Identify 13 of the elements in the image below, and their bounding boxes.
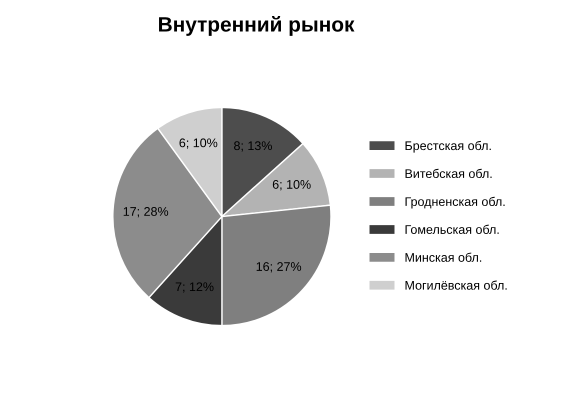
- data-label: 6; 10%: [179, 138, 218, 149]
- legend-label: Брестская обл.: [406, 140, 491, 153]
- legend-label: Гродненская обл.: [406, 196, 505, 209]
- data-label: 16; 27%: [256, 262, 302, 272]
- data-label: 17; 28%: [124, 207, 168, 218]
- data-label: 7; 12%: [176, 282, 214, 293]
- legend-label: Минская обл.: [406, 252, 482, 262]
- legend-label: Витебская обл.: [406, 168, 492, 178]
- chart-title: Внутренний рынок: [159, 16, 354, 36]
- legend-label: Могилёвская обл.: [406, 280, 507, 290]
- data-label: 6; 10%: [272, 180, 311, 190]
- legend-label: Гомельская обл.: [406, 224, 499, 234]
- data-label: 8; 13%: [234, 141, 272, 152]
